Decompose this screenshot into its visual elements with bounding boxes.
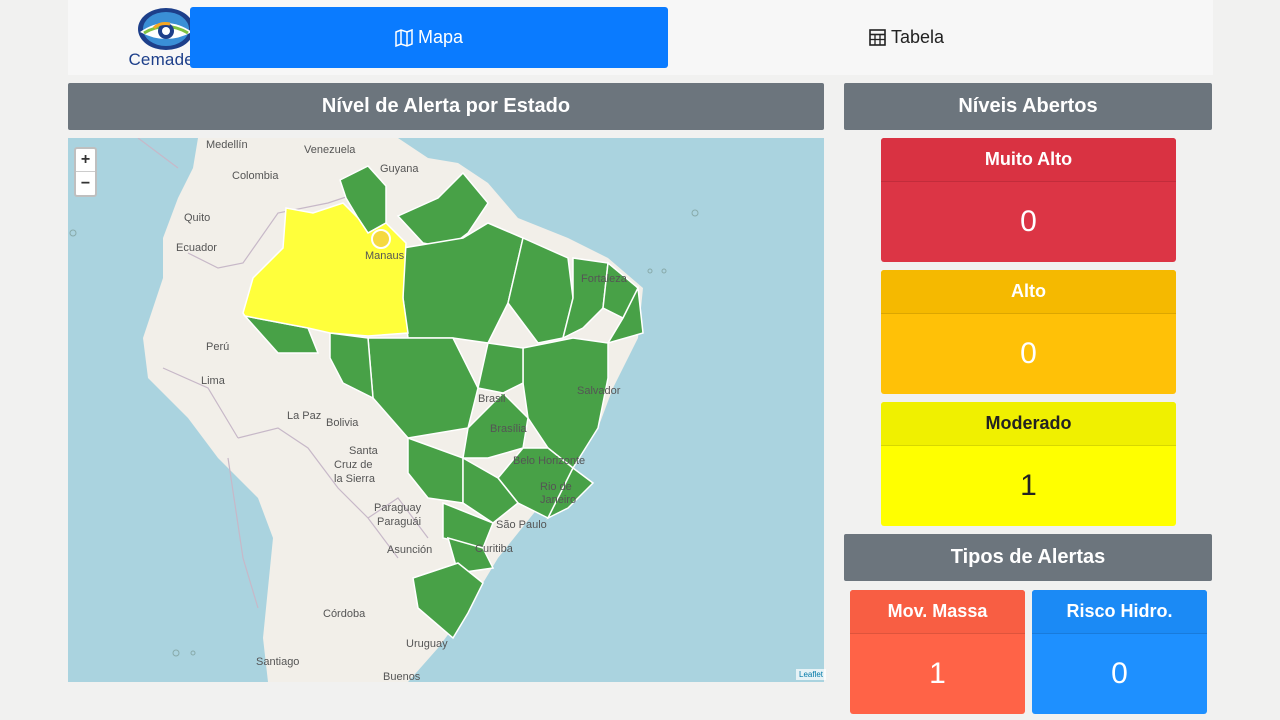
zoom-control: + − — [74, 147, 97, 197]
card-moderado-value: 1 — [1020, 469, 1037, 502]
label-buenos: Buenos — [383, 671, 421, 682]
label-paraguai: Paraguái — [377, 516, 421, 528]
label-lapaz: La Paz — [287, 410, 321, 422]
card-muito-alto[interactable]: Muito Alto 0 — [881, 138, 1176, 262]
card-moderado-label: Moderado — [881, 402, 1176, 446]
label-fortaleza: Fortaleza — [581, 273, 628, 285]
logo-text: Cemaden — [128, 50, 204, 69]
state-ba[interactable] — [522, 337, 609, 470]
card-muito-alto-value: 0 — [1020, 205, 1037, 238]
state-rs[interactable] — [412, 562, 484, 640]
tab-tabela[interactable]: Tabela — [668, 7, 1145, 68]
label-brasilia: Brasília — [490, 423, 528, 435]
label-salvador: Salvador — [577, 385, 621, 397]
tab-tabela-label: Tabela — [890, 27, 945, 47]
alert-marker-icon[interactable] — [371, 229, 391, 249]
card-muito-alto-label: Muito Alto — [881, 138, 1176, 182]
label-manaus: Manaus — [365, 250, 405, 262]
state-es-rj[interactable] — [546, 466, 595, 520]
card-risco-hidro[interactable]: Risco Hidro. 0 — [1032, 590, 1207, 714]
tab-mapa-label: Mapa — [417, 27, 464, 47]
map-panel-title: Nível de Alerta por Estado — [68, 83, 824, 130]
card-mov-massa-value: 1 — [929, 657, 946, 690]
card-risco-hidro-label: Risco Hidro. — [1032, 590, 1207, 634]
label-asuncion: Asunción — [387, 544, 432, 556]
leaflet-attribution-link[interactable]: Leaflet — [796, 669, 827, 680]
label-uruguay: Uruguay — [406, 638, 448, 650]
label-bolivia: Bolivia — [326, 417, 359, 429]
table-icon — [869, 29, 886, 46]
zoom-in-button[interactable]: + — [76, 149, 95, 172]
label-curitiba: Curitiba — [475, 543, 514, 555]
state-am-yellow[interactable] — [242, 202, 409, 337]
label-paraguay: Paraguay — [374, 502, 422, 514]
alert-map[interactable]: Medellín Venezuela Guyana Colombia Quito… — [68, 138, 824, 682]
card-mov-massa[interactable]: Mov. Massa 1 — [850, 590, 1025, 714]
state-ro[interactable] — [329, 332, 374, 400]
card-alto-label: Alto — [881, 270, 1176, 314]
label-venezuela: Venezuela — [304, 144, 356, 156]
label-guyana: Guyana — [380, 163, 419, 175]
state-pe[interactable] — [606, 285, 644, 345]
label-sierra: la Sierra — [334, 473, 376, 485]
card-risco-hidro-value: 0 — [1111, 657, 1128, 690]
label-janeiro: Janeiro — [540, 494, 576, 506]
label-quito: Quito — [184, 212, 210, 224]
card-moderado[interactable]: Moderado 1 — [881, 402, 1176, 526]
types-panel-title: Tipos de Alertas — [844, 534, 1212, 581]
state-ms[interactable] — [407, 436, 464, 504]
label-colombia: Colombia — [232, 170, 279, 182]
label-brasil: Brasil — [478, 393, 506, 405]
tab-mapa[interactable]: Mapa — [190, 7, 668, 68]
label-sao-paulo: São Paulo — [496, 519, 547, 531]
map-icon — [395, 28, 413, 47]
zoom-out-button[interactable]: − — [80, 174, 91, 192]
card-alto-value: 0 — [1020, 337, 1037, 370]
card-mov-massa-label: Mov. Massa — [850, 590, 1025, 634]
eye-logo-icon — [138, 8, 194, 50]
label-lima: Lima — [201, 375, 226, 387]
state-mt[interactable] — [367, 337, 479, 439]
label-cruz: Cruz de — [334, 459, 373, 471]
brazil-states[interactable] — [242, 165, 644, 640]
label-medellin: Medellín — [206, 139, 248, 151]
label-peru: Perú — [206, 341, 229, 353]
label-santa: Santa — [349, 445, 379, 457]
state-to[interactable] — [477, 342, 524, 394]
label-santiago: Santiago — [256, 656, 299, 668]
label-belo-horizonte: Belo Horizonte — [513, 455, 585, 467]
cemaden-logo[interactable]: Cemaden — [126, 6, 206, 70]
label-rio: Rio de — [540, 481, 572, 493]
state-sp[interactable] — [462, 456, 520, 524]
label-ecuador: Ecuador — [176, 242, 217, 254]
card-alto[interactable]: Alto 0 — [881, 270, 1176, 394]
levels-panel-title: Níveis Abertos — [844, 83, 1212, 130]
label-cordoba: Córdoba — [323, 608, 366, 620]
map-canvas[interactable]: Medellín Venezuela Guyana Colombia Quito… — [68, 138, 824, 682]
